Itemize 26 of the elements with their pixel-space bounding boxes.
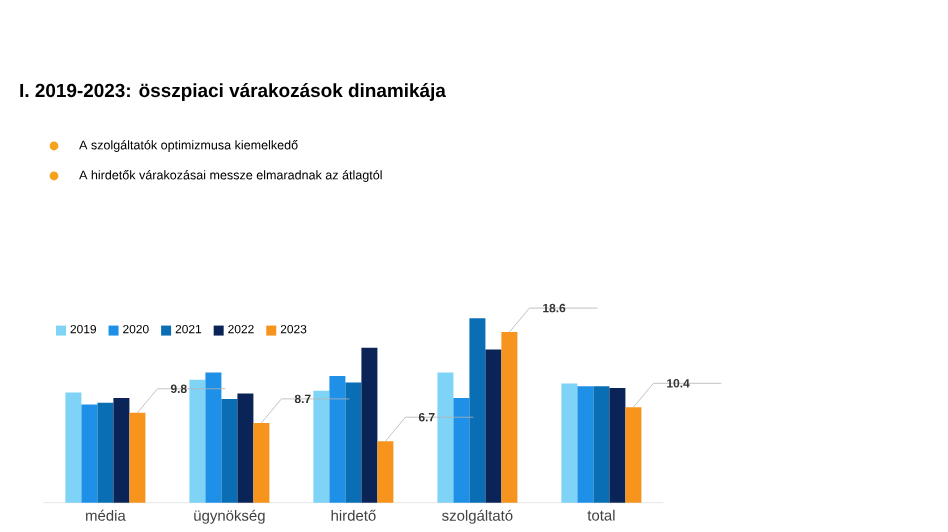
bar (345, 382, 362, 503)
chart-title: I. 2019-2023: összpiaci várakozások dinamikája (20, 83, 446, 101)
bar (313, 390, 330, 503)
bar (577, 386, 594, 503)
bar (113, 398, 130, 503)
bar (501, 332, 518, 503)
bar (65, 392, 82, 503)
bar (593, 386, 610, 503)
bar (453, 398, 470, 503)
bar (329, 376, 346, 503)
bar (81, 404, 98, 503)
bar (189, 379, 206, 503)
bar (205, 372, 222, 503)
bar (561, 383, 578, 503)
bar (469, 318, 486, 503)
bar (361, 347, 378, 503)
bar (377, 441, 394, 503)
bar (97, 402, 114, 503)
bar (129, 412, 146, 503)
bar (221, 399, 238, 503)
bar (437, 372, 454, 503)
bar (609, 388, 626, 503)
bar (237, 393, 254, 503)
bar (253, 422, 270, 503)
bar (625, 407, 642, 503)
bar (485, 349, 502, 503)
